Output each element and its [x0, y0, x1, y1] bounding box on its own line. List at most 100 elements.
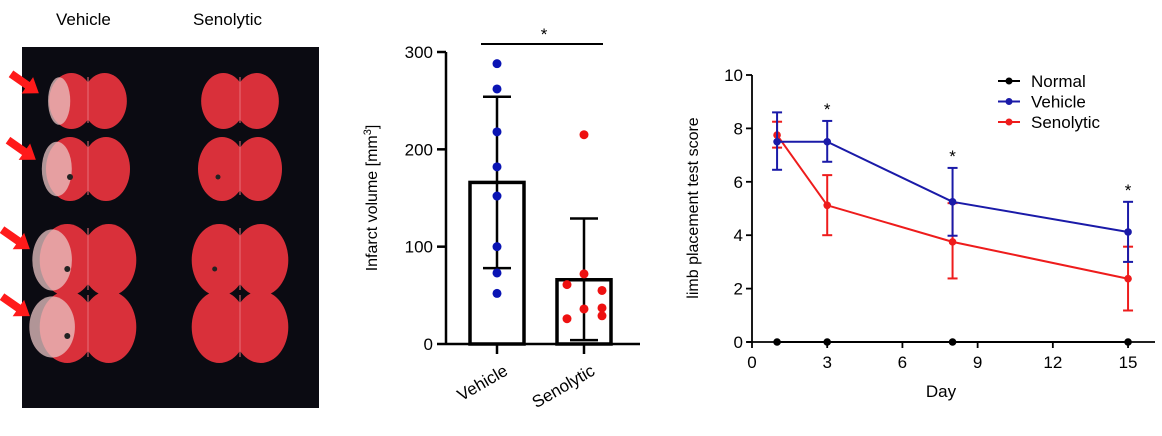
line-y-tick-label: 2 — [734, 280, 743, 299]
bar-y-tick-label: 200 — [405, 140, 433, 159]
data-point — [579, 269, 589, 279]
data-point — [492, 191, 502, 201]
data-point-normal — [1124, 338, 1132, 346]
bar-y-tick-label: 300 — [405, 43, 433, 62]
significance-marker: * — [949, 147, 956, 166]
data-point-normal — [823, 338, 832, 346]
data-point — [597, 311, 607, 321]
line-x-tick-label: 6 — [898, 353, 907, 372]
infarct-region — [48, 77, 71, 125]
slice-hemisphere-left — [191, 224, 247, 296]
data-point-senolytic — [823, 201, 832, 210]
infarct-region — [41, 141, 72, 197]
line-x-tick-label: 12 — [1043, 353, 1062, 372]
data-point-vehicle — [948, 198, 957, 206]
data-point — [597, 303, 607, 313]
slice-hemisphere-right — [82, 137, 130, 201]
significance-marker: * — [1125, 181, 1132, 200]
lesion-spot — [67, 174, 73, 180]
data-point — [492, 242, 502, 252]
lesion-spot — [64, 266, 71, 272]
arrow-shape — [0, 226, 30, 250]
data-point — [492, 84, 502, 94]
slice-hemisphere-left — [201, 73, 246, 129]
legend-swatch-marker — [1005, 98, 1013, 105]
line-y-tick-label: 0 — [734, 333, 743, 352]
data-point-vehicle — [773, 137, 781, 146]
bar-y-tick-label: 100 — [405, 238, 433, 257]
line-y-tick-label: 8 — [734, 119, 743, 138]
brain-slice — [198, 137, 282, 201]
legend-item-vehicle: Vehicle — [998, 93, 1086, 112]
bar-y-axis-label: Infarct volume [mm3] — [362, 125, 381, 272]
legend-label: Normal — [1031, 72, 1086, 91]
lesion-spot — [212, 266, 218, 272]
data-point — [579, 130, 589, 140]
brain-slice — [41, 137, 130, 201]
brain-slice — [29, 291, 137, 363]
slice-hemisphere-right — [234, 137, 282, 201]
data-point — [492, 162, 502, 172]
data-point — [562, 314, 572, 324]
significance-marker: * — [824, 100, 831, 119]
data-point — [492, 59, 502, 69]
series-line-senolytic — [776, 134, 1129, 280]
red-arrow-icon — [0, 293, 30, 317]
legend-label: Senolytic — [1031, 113, 1100, 132]
brain-slice — [191, 291, 289, 363]
brain-slice — [48, 73, 127, 129]
legend-swatch-marker — [1005, 118, 1013, 126]
red-arrow-icon — [5, 136, 36, 160]
slice-hemisphere-right — [233, 291, 289, 363]
legend-label: Vehicle — [1031, 93, 1086, 112]
brain-slice-overlay — [0, 70, 289, 363]
slice-hemisphere-left — [191, 291, 247, 363]
line-x-tick-label: 15 — [1119, 353, 1138, 372]
data-point-normal — [773, 338, 781, 346]
infarct-region — [32, 229, 72, 291]
series-line-vehicle — [777, 140, 1129, 233]
arrow-shape — [0, 293, 30, 317]
slice-hemisphere-right — [234, 73, 279, 129]
infarct-region — [29, 296, 75, 358]
brain-slice — [201, 73, 279, 129]
line-y-tick-label: 6 — [734, 173, 743, 192]
data-point — [579, 304, 589, 314]
data-point — [492, 288, 502, 298]
data-point — [492, 268, 502, 278]
red-arrow-icon — [8, 70, 39, 94]
data-point-senolytic — [1124, 274, 1132, 283]
column-label-senolytic: Senolytic — [193, 10, 262, 29]
data-point — [562, 280, 572, 290]
data-point — [492, 127, 502, 137]
column-label-vehicle: Vehicle — [56, 10, 111, 29]
brain-slice — [191, 224, 289, 296]
legend-swatch-marker — [1005, 77, 1013, 85]
arrow-shape — [8, 70, 39, 94]
line-x-tick-label: 0 — [747, 353, 756, 372]
line-x-tick-label: 9 — [973, 353, 982, 372]
red-arrow-icon — [0, 226, 30, 250]
data-point-senolytic — [948, 238, 957, 246]
slice-hemisphere-left — [198, 137, 246, 201]
line-x-tick-label: 3 — [822, 353, 831, 372]
arrow-shape — [5, 136, 36, 160]
brain-slice — [32, 224, 137, 296]
data-point-vehicle — [823, 137, 832, 146]
lesion-spot — [64, 333, 71, 339]
slice-hemisphere-right — [81, 291, 137, 363]
line-y-axis-label: limb placement test score — [685, 117, 702, 299]
slice-hemisphere-right — [81, 224, 137, 296]
legend-item-senolytic: Senolytic — [998, 113, 1100, 132]
significance-marker: * — [541, 25, 548, 44]
line-y-tick-label: 10 — [724, 66, 743, 85]
brain-slice-photo-panel: Vehicle Senolytic — [0, 0, 330, 436]
line-x-axis-label: Day — [926, 382, 957, 401]
slice-hemisphere-right — [82, 73, 127, 129]
data-point-vehicle — [1124, 228, 1132, 236]
bar-y-tick-label: 0 — [424, 335, 433, 354]
data-point — [597, 285, 607, 295]
line-y-tick-label: 4 — [734, 226, 743, 245]
